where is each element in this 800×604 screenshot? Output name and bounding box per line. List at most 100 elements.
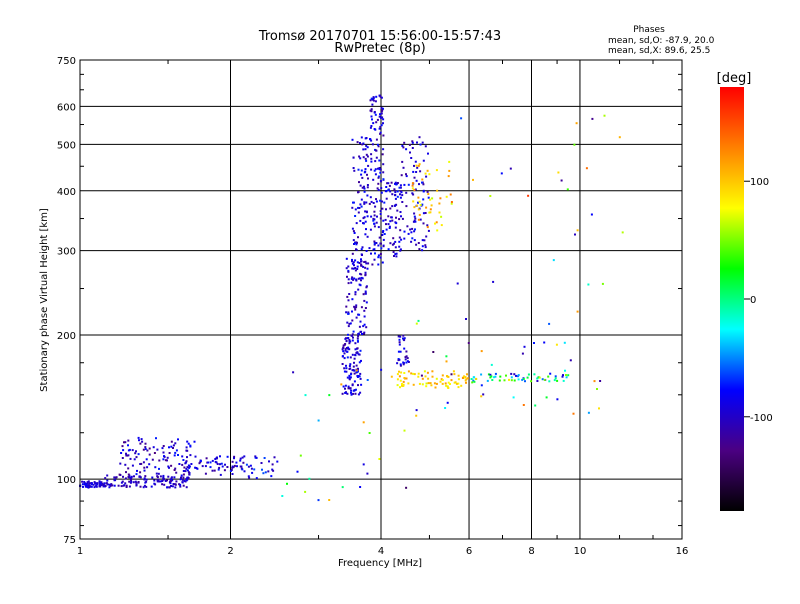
data-point [353,361,355,364]
data-point [396,195,399,198]
colorbar [720,87,744,511]
data-point [174,442,177,445]
data-point [360,279,362,282]
data-point [387,189,390,192]
data-point [370,153,373,156]
data-point [403,347,406,350]
data-point [184,462,187,465]
data-point [410,240,413,243]
data-point [377,254,380,257]
data-point [517,374,520,377]
data-point [364,266,367,269]
data-point [587,411,590,414]
data-point [382,107,384,110]
data-point [536,377,539,380]
data-point [186,440,189,443]
data-point [377,263,380,266]
data-point [123,441,125,444]
data-point [362,325,365,328]
data-point [372,178,375,181]
data-point [292,371,295,374]
data-point [358,283,361,286]
data-point [424,244,427,247]
data-point [505,374,507,377]
data-point [382,244,385,247]
data-point [419,143,422,146]
data-point [565,376,568,379]
data-point [356,241,358,244]
data-point [426,224,429,227]
data-point [186,469,189,472]
data-point [173,454,176,457]
data-point [385,197,388,200]
data-point [554,377,557,380]
data-point [375,95,378,98]
data-point [144,448,147,450]
data-point [220,462,223,465]
data-point [430,204,433,207]
data-point [362,463,365,466]
data-point [576,310,579,313]
data-point [195,467,198,469]
data-point [142,461,145,464]
data-point [161,483,164,486]
data-point [221,465,224,468]
data-point [358,325,361,328]
data-point [387,182,390,185]
data-point [241,468,244,471]
data-point [382,171,385,174]
data-point [358,262,361,264]
data-point [396,362,399,365]
data-point [405,350,408,353]
data-point [374,113,377,116]
data-point [360,306,363,309]
data-point [413,239,416,242]
data-point [394,197,397,200]
data-point [441,379,444,381]
data-point [110,483,113,486]
data-point [362,217,365,220]
data-point [355,316,358,319]
data-point [415,179,418,182]
data-point [247,475,250,478]
data-point [372,202,375,204]
data-point [158,480,161,483]
data-point [411,192,414,195]
colorbar-tick-label: 0 [750,295,756,306]
data-point [380,116,382,119]
data-point [207,461,209,464]
data-point [385,223,387,226]
data-point [368,202,371,205]
data-point [362,148,365,151]
data-point [438,211,441,214]
data-point [394,204,397,207]
data-point [345,257,348,260]
data-point [130,480,133,483]
data-point [569,359,572,362]
data-point [413,212,416,215]
data-point [346,295,349,298]
data-point [162,445,165,447]
data-point [148,447,151,450]
data-point [362,142,365,145]
data-point [413,373,416,376]
data-point [88,482,91,485]
data-point [482,393,485,396]
data-point [457,378,460,381]
data-point [347,312,350,315]
data-point [353,380,356,383]
data-point [173,469,176,471]
data-point [304,490,307,493]
data-point [108,483,111,486]
data-point [366,194,369,197]
data-point [363,201,366,204]
data-point [106,479,109,482]
data-point [353,243,355,245]
data-point [396,378,399,381]
data-point [350,373,352,376]
data-point [378,115,381,118]
data-point [158,467,160,470]
stats-o: mean, sd,O: -87.9, 20.0 [608,36,715,46]
data-point [171,485,174,488]
data-point [409,151,411,154]
